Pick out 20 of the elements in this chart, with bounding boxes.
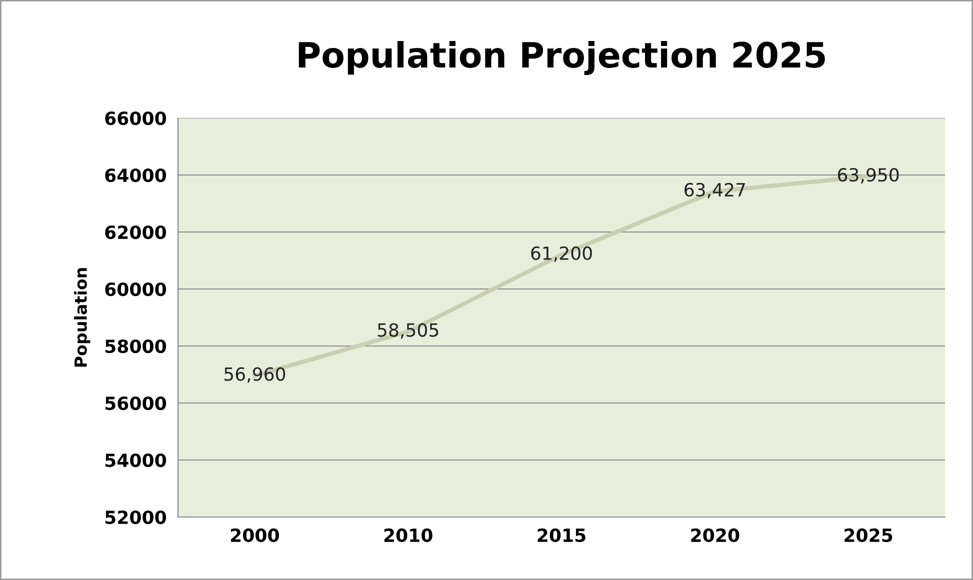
y-tick-label: 62000: [105, 225, 166, 240]
data-label: 61,200: [531, 246, 592, 262]
x-tick-label: 2025: [844, 528, 892, 542]
y-axis-title: Population: [74, 268, 90, 367]
y-tick-label: 66000: [105, 111, 166, 126]
y-tick-label: 58000: [105, 339, 166, 354]
y-tick-label: 56000: [105, 396, 166, 410]
x-tick-label: 2010: [384, 528, 432, 542]
x-tick-label: 2015: [538, 528, 586, 542]
y-tick-label: 64000: [105, 168, 166, 182]
data-label: 63,950: [838, 168, 899, 184]
x-tick-label: 2000: [231, 528, 279, 542]
x-tick-label: 2020: [691, 528, 740, 542]
data-label: 63,427: [684, 182, 745, 198]
y-tick-label: 52000: [105, 510, 166, 524]
chart-title: Population Projection 2025: [298, 41, 825, 75]
data-label: 56,960: [224, 367, 286, 383]
y-tick-label: 54000: [105, 453, 166, 468]
data-label: 58,505: [378, 323, 438, 339]
y-tick-label: 60000: [105, 282, 166, 296]
